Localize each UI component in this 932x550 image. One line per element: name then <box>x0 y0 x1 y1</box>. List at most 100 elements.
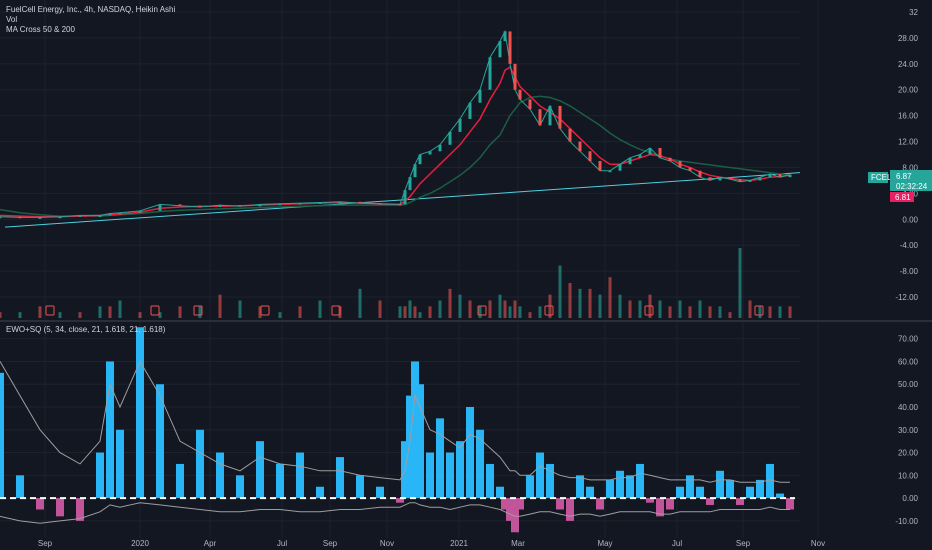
earnings-marker <box>544 305 554 316</box>
symbol-title[interactable]: FuelCell Energy, Inc., 4h, NASDAQ, Heiki… <box>6 5 176 14</box>
candle <box>338 201 342 204</box>
ewo-bar <box>526 475 534 499</box>
ewo-bar <box>686 475 694 499</box>
candle <box>0 216 2 219</box>
volume-bar <box>428 306 432 318</box>
y-tick-label: 28.00 <box>898 34 919 43</box>
volume-bar <box>138 312 142 318</box>
y-tick-label: -8.00 <box>900 267 919 276</box>
candle <box>788 174 792 178</box>
y-tick-label: 60.00 <box>898 357 919 366</box>
price-badges: FCEL 6.87 02:32:24 6.81 <box>868 170 932 202</box>
trend-line[interactable] <box>4 172 801 228</box>
ma-value-badge <box>890 192 914 202</box>
ewo-bar <box>36 498 44 510</box>
volume-bar <box>598 294 602 318</box>
volume-bar <box>78 312 82 318</box>
y-tick-label: 30.00 <box>898 426 919 435</box>
ewo-bar <box>196 429 204 499</box>
candle <box>738 179 742 182</box>
volume-bar <box>158 312 162 318</box>
y-tick-label: 8.00 <box>902 163 918 172</box>
volume-bar <box>198 306 202 318</box>
earnings-marker <box>150 305 160 316</box>
candle <box>98 215 102 217</box>
candle <box>638 154 642 158</box>
candle <box>518 89 522 100</box>
volume-bar <box>498 294 502 318</box>
volume-bar <box>98 306 102 318</box>
ewo-bar <box>776 493 784 499</box>
candle <box>513 63 517 90</box>
volume-bar <box>538 306 542 318</box>
ewo-bar <box>546 463 554 499</box>
ewo-bar <box>576 475 584 499</box>
candle <box>408 177 412 191</box>
candle <box>198 205 202 208</box>
volume-bar <box>738 248 742 318</box>
volume-bar <box>438 300 442 318</box>
candle <box>768 173 772 178</box>
last-price-label: 6.87 <box>896 172 912 181</box>
volume-bar <box>708 306 712 318</box>
volume-bar <box>718 306 722 318</box>
volume-bar <box>118 300 122 318</box>
ewo-axis[interactable]: 70.00 60.00 50.00 40.00 30.00 20.00 10.00 0.00 -… <box>895 335 918 526</box>
volume-bar <box>378 300 382 318</box>
ewo-bar <box>501 498 509 510</box>
volume-bar <box>778 306 782 318</box>
candle <box>508 31 512 64</box>
last-price-badge <box>890 170 932 191</box>
x-tick-label: Nov <box>811 539 825 548</box>
volume-bar <box>578 288 582 318</box>
ma-cross-label[interactable]: MA Cross 50 & 200 <box>6 25 75 34</box>
vol-label[interactable]: Vol <box>6 15 18 24</box>
candle <box>648 148 652 155</box>
volume-bar <box>668 306 672 318</box>
candle <box>678 161 682 168</box>
y-tick-label: 0.00 <box>902 215 918 224</box>
candle <box>428 151 432 155</box>
volume-bar <box>503 300 507 318</box>
ewo-bar <box>416 384 424 499</box>
earnings-marker <box>45 305 55 316</box>
ewo-bar <box>136 327 144 499</box>
ewo-label[interactable]: EWO+SQ (5, 34, close, 21, 1.618, 21, 1.6… <box>6 325 166 334</box>
y-tick-label: 10.00 <box>898 471 919 480</box>
volume-bar <box>58 312 62 318</box>
y-tick-label: 12.00 <box>898 138 919 147</box>
candle <box>498 41 502 58</box>
volume-bar <box>508 306 512 318</box>
candle <box>708 177 712 181</box>
y-tick-label: -12.00 <box>895 293 918 302</box>
ewo-bar <box>511 498 519 533</box>
ewo-bar <box>396 498 404 503</box>
countdown-label: 02:32:24 <box>896 182 928 191</box>
volume-bar <box>298 306 302 318</box>
ewo-bar <box>556 498 564 510</box>
candle <box>588 151 592 161</box>
volume-bar <box>513 300 517 318</box>
candle <box>568 128 572 142</box>
candle <box>478 89 482 103</box>
volume-bar <box>588 288 592 318</box>
volume-bar <box>488 300 492 318</box>
candle <box>628 157 632 165</box>
earnings-markers <box>0 31 792 316</box>
volume-bar <box>278 312 282 318</box>
volume-bar <box>413 306 417 318</box>
volume-bar <box>758 306 762 318</box>
ewo-bar <box>76 498 84 521</box>
volume-bar <box>358 288 362 318</box>
ewo-bar <box>706 498 714 505</box>
volume-bar <box>468 300 472 318</box>
candle <box>58 216 62 219</box>
y-tick-label: -10.00 <box>895 517 918 526</box>
candle <box>728 177 732 180</box>
candle <box>608 170 612 173</box>
ewo-bar <box>716 470 724 499</box>
time-axis[interactable]: Sep 2020 Apr Jul Sep Nov 2021 Mar May Jul Sep Nov <box>38 539 825 548</box>
earnings-marker <box>260 305 270 316</box>
x-tick-label: Sep <box>736 539 751 548</box>
